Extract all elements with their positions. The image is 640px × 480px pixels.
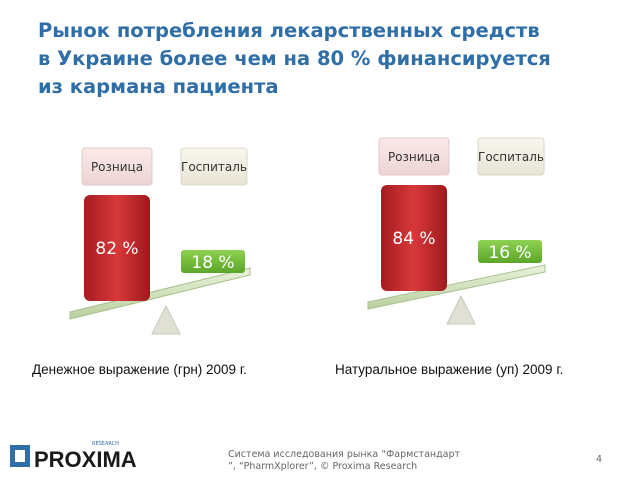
retail-box	[378, 137, 450, 176]
caption: Натуральное выражение (уп) 2009 г.	[335, 362, 563, 377]
retail-value: 82 %	[95, 239, 138, 259]
hospital-value: 16 %	[488, 243, 531, 263]
retail-label: Розница	[388, 150, 440, 164]
hospital-bar	[181, 250, 245, 273]
title-line: в Украине более чем на 80 % финансируетс…	[38, 47, 551, 70]
caption: Денежное выражение (грн) 2009 г.	[32, 362, 247, 377]
retail-bar	[84, 195, 150, 301]
logo-text: PROXIMA	[34, 447, 137, 472]
hospital-value: 18 %	[191, 253, 234, 273]
retail-label: Розница	[91, 160, 143, 174]
fulcrum	[151, 304, 181, 335]
hospital-box	[180, 147, 248, 186]
title-line: Рынок потребления лекарственных средств	[38, 19, 540, 42]
logo: PROXIMA RESEARCH	[10, 441, 137, 472]
logo-icon-inner	[15, 450, 25, 462]
source-line: Система исследования рынка “Фармстандарт	[228, 449, 461, 460]
hospital-box	[477, 137, 545, 176]
page-number: 4	[596, 454, 602, 465]
retail-box	[81, 147, 153, 186]
retail-bar	[381, 185, 447, 291]
retail-value: 84 %	[392, 229, 435, 249]
beam	[367, 264, 546, 310]
source-line: ”, “PharmXplorer”, © Proxima Research	[228, 461, 417, 472]
title-line: из кармана пациента	[38, 75, 279, 98]
logo-sub: RESEARCH	[92, 441, 119, 447]
hospital-label: Госпиталь	[478, 150, 544, 164]
fulcrum	[446, 294, 476, 325]
hospital-bar	[478, 240, 542, 263]
beam	[69, 267, 251, 320]
hospital-label: Госпиталь	[181, 160, 247, 174]
